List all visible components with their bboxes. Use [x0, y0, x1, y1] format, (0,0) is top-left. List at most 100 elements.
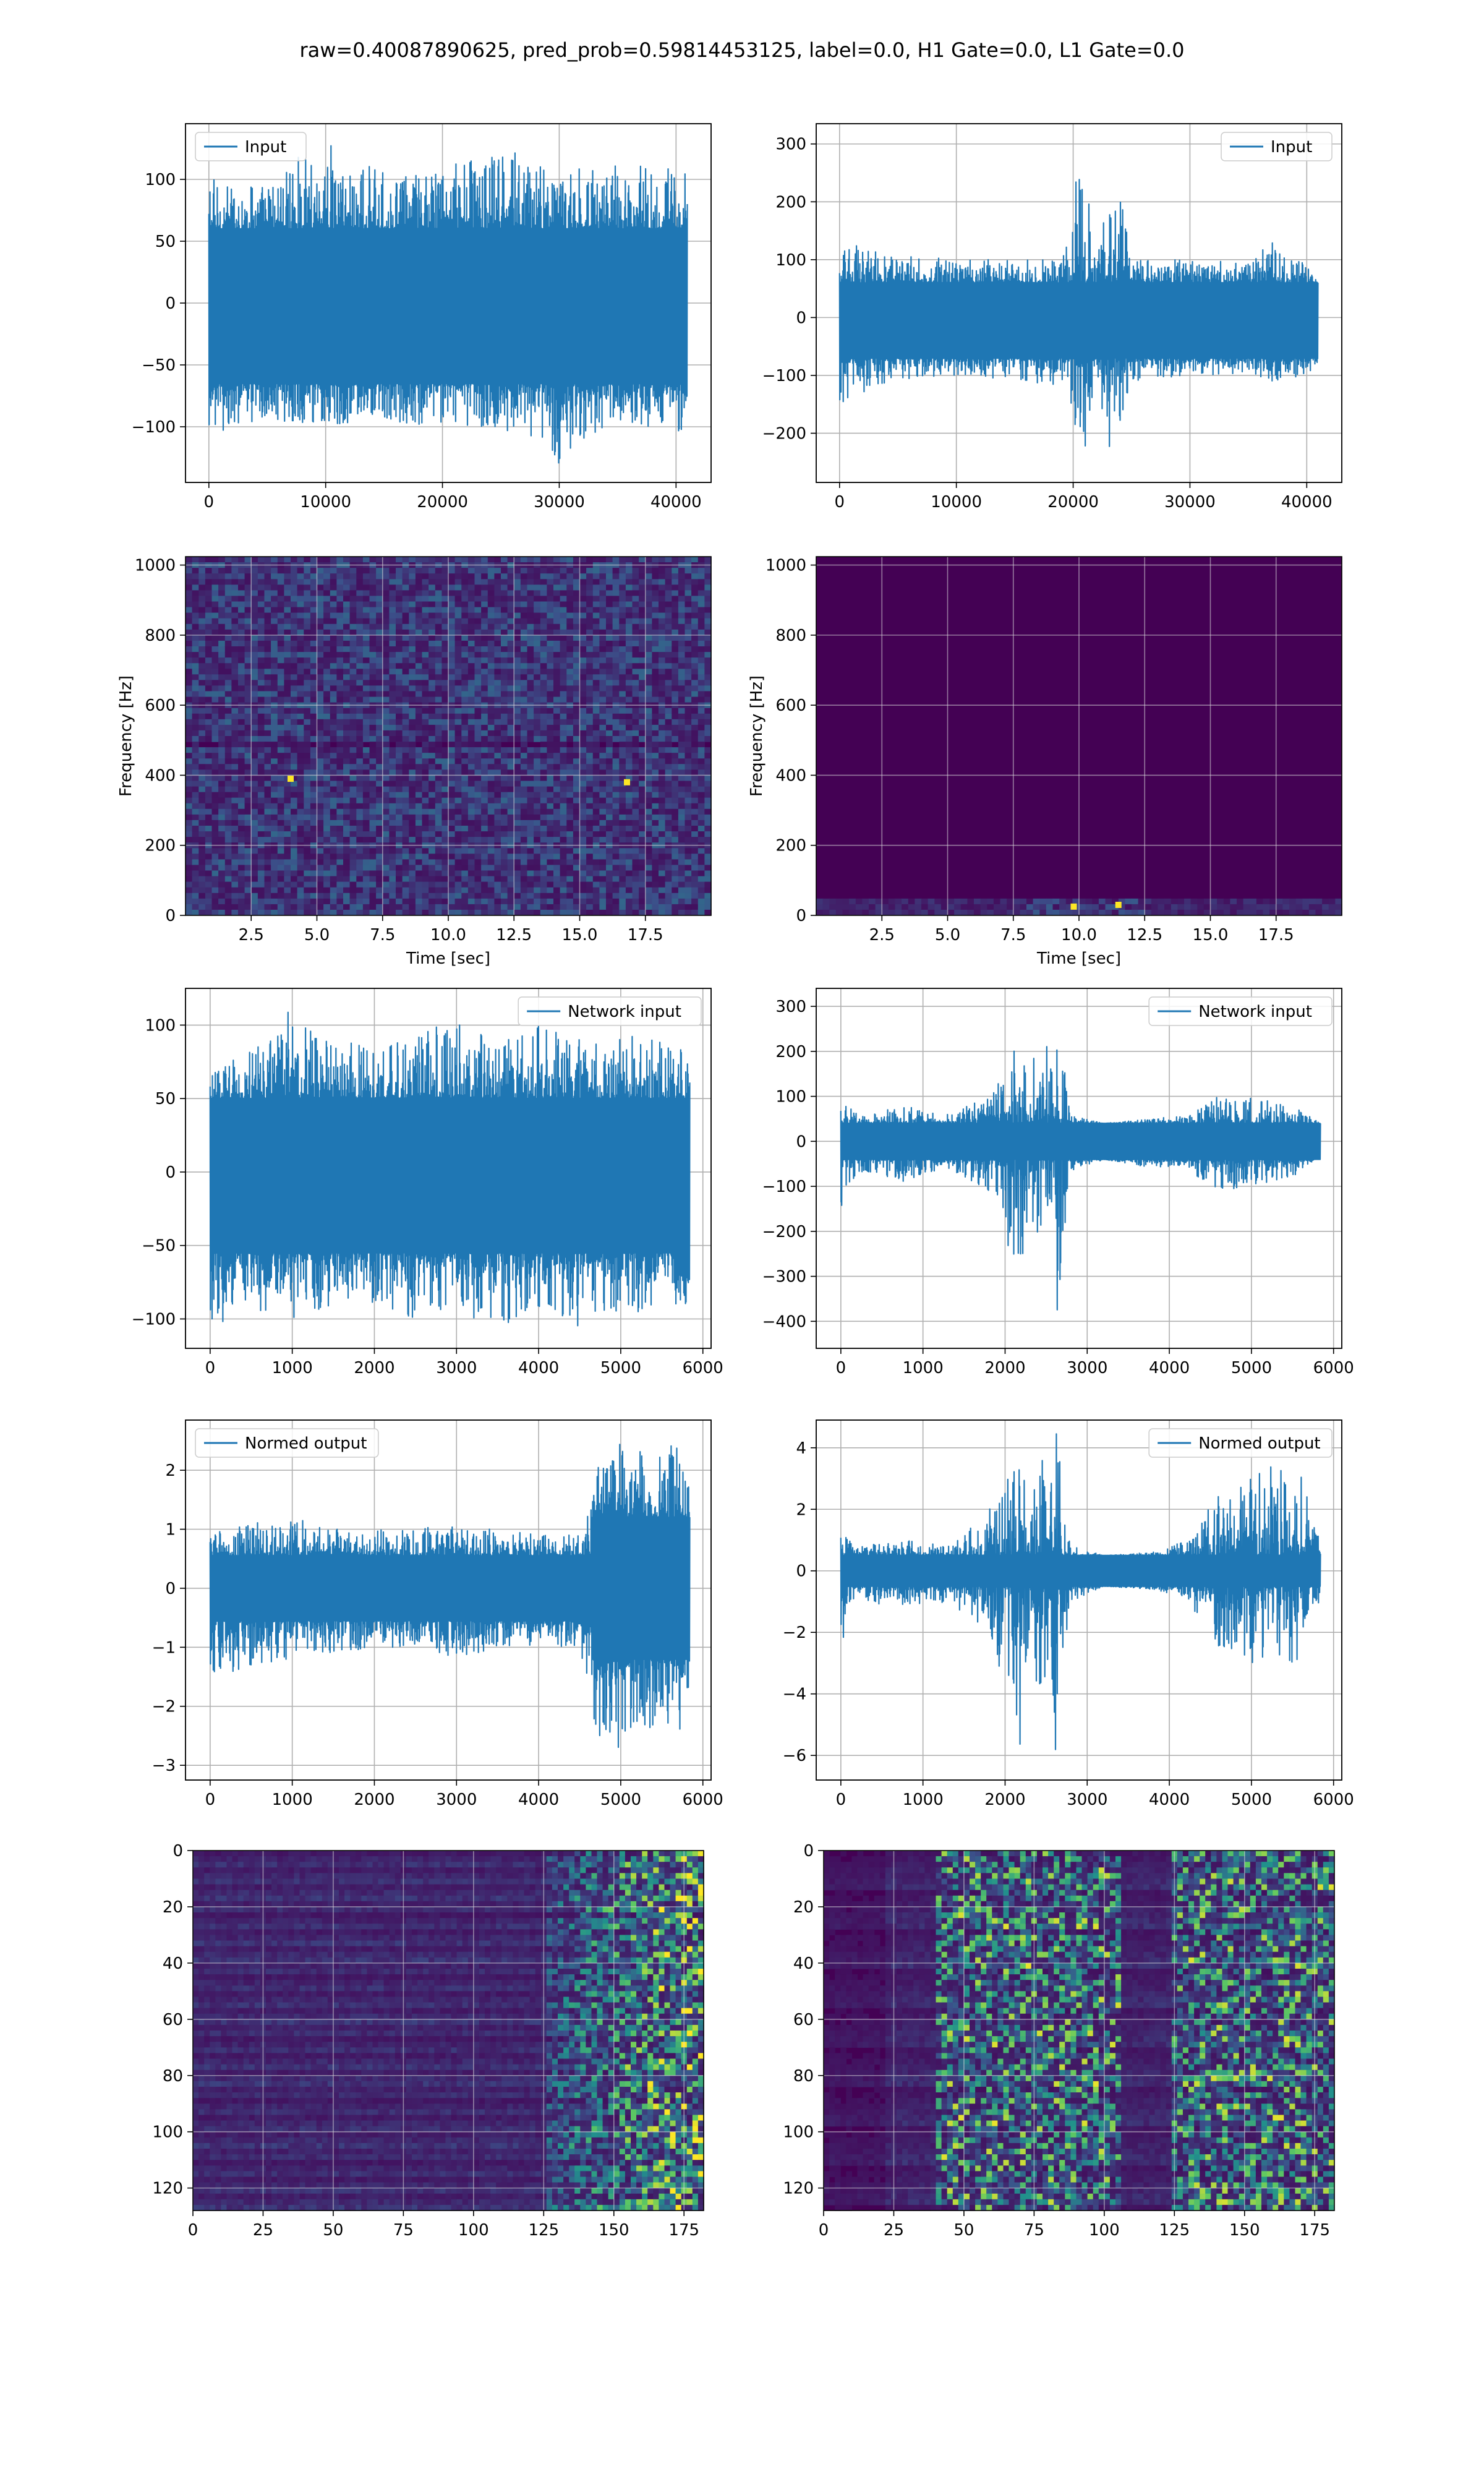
heatmap-cell	[231, 904, 239, 910]
heatmap-cell	[211, 876, 219, 883]
heatmap-cell	[382, 635, 390, 641]
heatmap-cell	[231, 652, 239, 658]
heatmap-cell	[448, 579, 456, 585]
heatmap-cell	[362, 814, 370, 821]
heatmap-cell	[429, 657, 436, 664]
heatmap-cell	[553, 904, 561, 910]
heatmap-cell	[205, 596, 213, 602]
heatmap-cell	[349, 713, 357, 720]
heatmap-cell	[573, 685, 581, 692]
heatmap-cell	[271, 663, 278, 669]
heatmap-cell	[632, 747, 639, 753]
heatmap-cell	[257, 713, 265, 720]
heatmap-cell	[566, 876, 574, 883]
heatmap-cell	[454, 669, 462, 675]
heatmap-cell	[271, 640, 278, 647]
heatmap-cell	[415, 865, 423, 871]
heatmap-cell	[422, 736, 429, 742]
heatmap-cell	[592, 887, 600, 894]
heatmap-cell	[376, 742, 383, 748]
heatmap-cell	[435, 691, 442, 698]
heatmap-cell	[659, 786, 666, 793]
heatmap-cell	[205, 680, 213, 687]
heatmap-cell	[547, 786, 554, 793]
heatmap-cell	[487, 797, 495, 804]
heatmap-cell	[317, 623, 324, 630]
heatmap-cell	[422, 646, 429, 653]
heatmap-cell	[205, 557, 213, 563]
heatmap-cell	[474, 769, 482, 776]
heatmap-cell	[336, 898, 344, 905]
heatmap-cell	[494, 635, 501, 641]
heatmap-cell	[481, 557, 488, 563]
heatmap-cell	[599, 792, 607, 798]
heatmap-cell	[415, 669, 423, 675]
heatmap-cell	[409, 724, 416, 731]
heatmap-cell	[409, 719, 416, 726]
heatmap-cell	[349, 854, 357, 860]
heatmap-cell	[599, 854, 607, 860]
heatmap-cell	[271, 607, 278, 614]
heatmap-cell	[376, 640, 383, 647]
heatmap-cell	[297, 848, 304, 854]
heatmap-cell	[684, 557, 692, 563]
heatmap-cell	[297, 646, 304, 653]
heatmap-cell	[514, 803, 521, 810]
heatmap-cell	[684, 596, 692, 602]
heatmap-cell	[461, 640, 469, 647]
heatmap-cell	[409, 596, 416, 602]
heatmap-cell	[323, 601, 331, 608]
heatmap-cell	[277, 607, 284, 614]
heatmap-cell	[369, 612, 377, 619]
heatmap-cell	[547, 680, 554, 687]
heatmap-cell	[284, 719, 291, 726]
heatmap-cell	[566, 786, 574, 793]
heatmap-cell	[579, 730, 587, 737]
heatmap-cell	[474, 629, 482, 636]
heatmap-cell	[422, 876, 429, 883]
heatmap-cell	[277, 848, 284, 854]
heatmap-cell	[481, 764, 488, 770]
heatmap-cell	[527, 814, 534, 821]
heatmap-cell	[520, 724, 528, 731]
heatmap-cell	[467, 685, 475, 692]
heatmap-cell	[343, 848, 351, 854]
heatmap-cell	[349, 646, 357, 653]
heatmap-cell	[251, 865, 258, 871]
heatmap-cell	[218, 646, 226, 653]
heatmap-cell	[297, 579, 304, 585]
heatmap-cell	[573, 596, 581, 602]
heatmap-cell	[547, 663, 554, 669]
heatmap-cell	[540, 657, 547, 664]
heatmap-cell	[304, 568, 311, 574]
heatmap-cell	[284, 892, 291, 899]
heatmap-cell	[336, 747, 344, 753]
heatmap-cell	[422, 724, 429, 731]
heatmap-cell	[382, 876, 390, 883]
heatmap-cell	[659, 764, 666, 770]
heatmap-cell	[271, 629, 278, 636]
heatmap-cell	[540, 881, 547, 888]
heatmap-cell	[672, 612, 679, 619]
heatmap-cell	[415, 898, 423, 905]
heatmap-cell	[487, 837, 495, 843]
heatmap-cell	[323, 892, 331, 899]
heatmap-cell	[448, 865, 456, 871]
heatmap-cell	[356, 803, 364, 810]
heatmap-cell	[362, 892, 370, 899]
heatmap-cell	[271, 747, 278, 753]
heatmap-cell	[277, 713, 284, 720]
heatmap-cell	[645, 848, 652, 854]
heatmap-cell	[376, 758, 383, 764]
heatmap-cell	[369, 753, 377, 759]
heatmap-cell	[534, 854, 541, 860]
heatmap-cell	[612, 736, 620, 742]
heatmap-cell	[441, 657, 449, 664]
heatmap-cell	[606, 696, 613, 703]
heatmap-cell	[310, 601, 318, 608]
heatmap-cell	[487, 881, 495, 888]
heatmap-cell	[205, 803, 213, 810]
heatmap-cell	[224, 814, 232, 821]
heatmap-cell	[310, 837, 318, 843]
heatmap-cell	[474, 892, 482, 899]
